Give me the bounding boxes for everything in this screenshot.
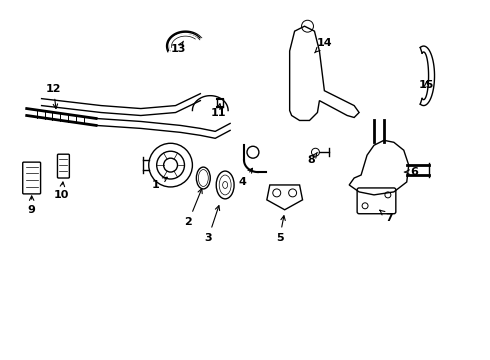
Text: 15: 15	[419, 80, 434, 90]
Text: 11: 11	[211, 104, 226, 117]
Text: 4: 4	[238, 168, 252, 187]
Text: 10: 10	[54, 182, 69, 200]
Text: 6: 6	[404, 167, 417, 177]
Text: 13: 13	[171, 41, 186, 54]
Text: 9: 9	[28, 196, 36, 215]
Text: 3: 3	[204, 206, 220, 243]
Text: 12: 12	[46, 84, 61, 108]
Text: 14: 14	[315, 38, 332, 53]
Text: 1: 1	[152, 177, 167, 190]
Text: 5: 5	[276, 216, 285, 243]
Text: 7: 7	[380, 210, 393, 223]
Text: 8: 8	[308, 152, 318, 165]
Text: 2: 2	[185, 189, 202, 227]
